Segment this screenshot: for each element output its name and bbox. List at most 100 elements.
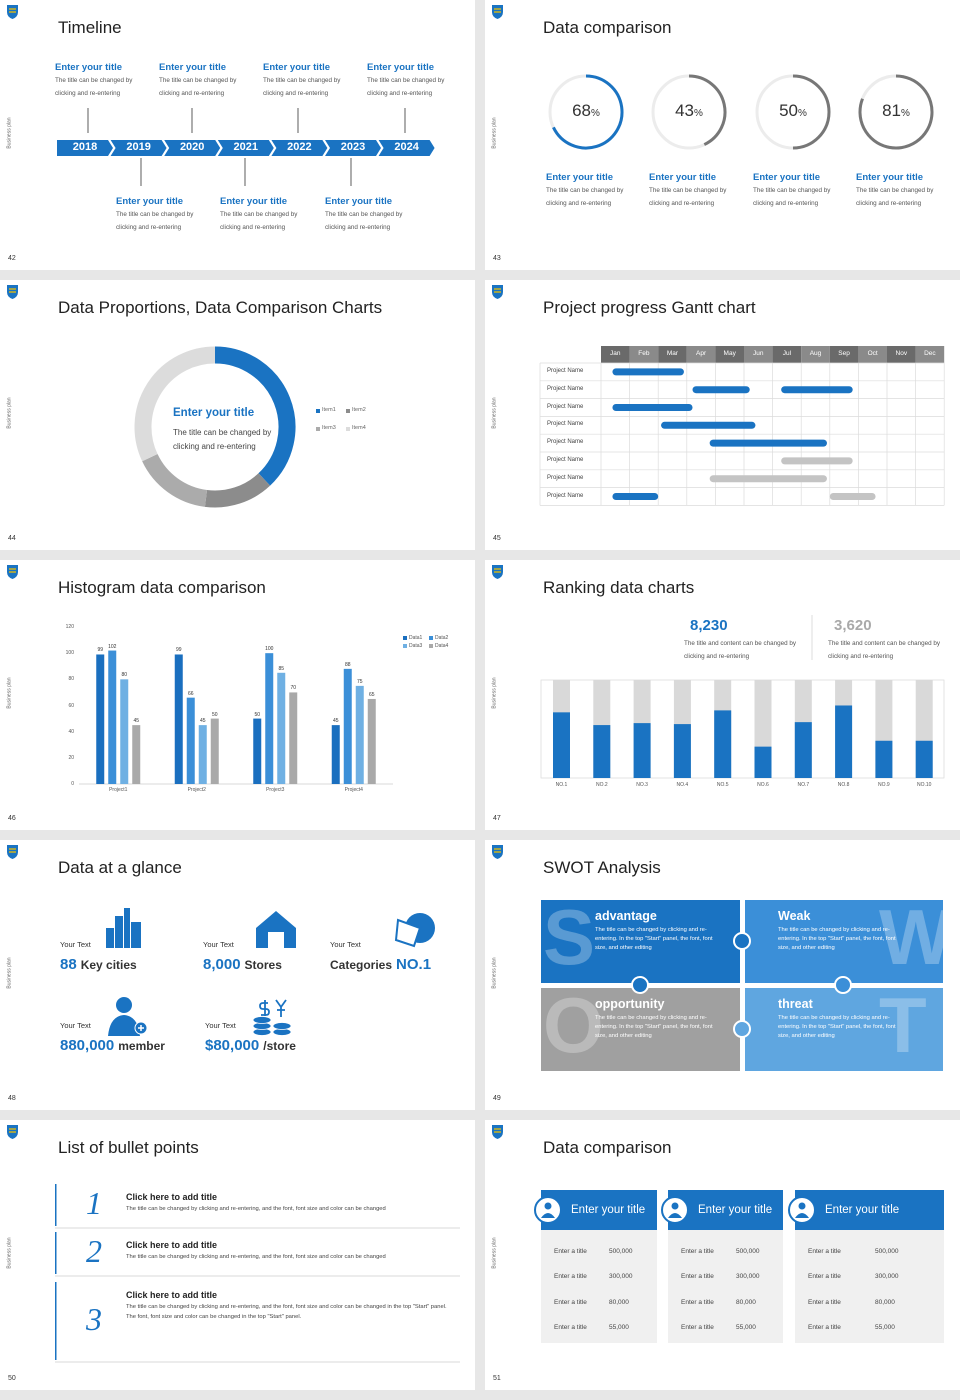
card-icon-head	[671, 1202, 679, 1210]
slide: Data Proportions, Data Comparison Charts…	[0, 280, 475, 550]
side-label: Business plan	[491, 957, 498, 989]
item-figure: 8,000 Stores	[203, 955, 282, 974]
row-value: 300,000	[736, 1273, 760, 1280]
figure-value: 8,000	[203, 956, 241, 973]
slide-number: 49	[493, 1095, 501, 1102]
legend-swatch	[346, 427, 350, 431]
side-label: Business plan	[6, 677, 13, 709]
icon-building	[131, 922, 141, 948]
slide-number: 46	[8, 815, 16, 822]
bar	[198, 725, 207, 784]
row-label: Enter a title	[554, 1324, 587, 1331]
card-icon-body	[795, 1213, 809, 1218]
side-label: Business plan	[491, 397, 498, 429]
bar-value-label: 45	[332, 718, 339, 725]
card-icon-body	[541, 1213, 555, 1218]
slide-title: Timeline	[58, 18, 122, 37]
swot-text: The title can be changed by clicking and…	[595, 1015, 713, 1039]
legend-swatch	[403, 636, 407, 640]
figure-value: $80,000	[205, 1037, 260, 1054]
month-label: May	[723, 350, 736, 357]
ring-arc	[688, 74, 727, 146]
bar-value-label: 100	[265, 646, 274, 653]
card-icon-body	[668, 1213, 682, 1218]
item-title: Enter your title	[325, 196, 393, 207]
x-tick-label: Project1	[109, 787, 128, 793]
row-label: Enter a title	[681, 1248, 714, 1255]
center-text: The title can be changed by clicking and…	[173, 428, 272, 451]
item-number: 3	[86, 1301, 102, 1337]
swot-letter: S	[543, 893, 596, 981]
slide: Project progress Gantt chart 45 Business p…	[485, 280, 960, 550]
icon-currency	[259, 999, 287, 1017]
slide-graphics	[492, 845, 943, 1071]
slide: Ranking data charts 47 Business plan 8,230 T…	[485, 560, 960, 830]
row-label: Project Name	[547, 385, 584, 392]
swot-title: threat	[778, 997, 813, 1011]
gantt-bar	[781, 457, 853, 465]
figure-value: 88	[60, 956, 77, 973]
month-label: Feb	[638, 350, 650, 357]
swot-text: The title can be changed by clicking and…	[778, 927, 896, 951]
x-tick-label: Project4	[344, 787, 363, 793]
card-icon	[661, 1196, 689, 1224]
ring-arc	[552, 74, 624, 150]
bar-value-label: 99	[175, 647, 182, 654]
y-tick-label: 40	[68, 728, 74, 735]
chart-frame	[540, 679, 945, 779]
logo-detail	[9, 8, 16, 13]
card-title: Enter your title	[698, 1204, 773, 1216]
ring-value: 43%	[649, 101, 729, 121]
ring-arc	[792, 74, 831, 150]
bar	[331, 725, 340, 784]
timeline-segment	[217, 140, 274, 156]
slide-title: Histogram data comparison	[58, 578, 266, 597]
card-icon	[788, 1196, 816, 1224]
donut-segment	[142, 453, 208, 507]
item-figure: Categories NO.1	[330, 955, 431, 974]
puzzle-knob	[733, 1020, 751, 1038]
slide-graphics	[7, 845, 435, 1036]
icon-plus-sign	[138, 1025, 144, 1031]
donut-segment	[134, 346, 216, 462]
item-text: The title can be changed by clicking and…	[753, 187, 831, 207]
row-value: 55,000	[736, 1324, 756, 1331]
slide-title: Data comparison	[543, 1138, 672, 1157]
icon-building	[124, 908, 130, 948]
month-label: Mar	[666, 350, 679, 357]
stat-text: The title and content can be changed by …	[684, 640, 797, 660]
slide-graphics	[492, 5, 934, 150]
slide-number: 44	[8, 535, 16, 542]
slide: Data at a glance 48 Business plan Your Text…	[0, 840, 475, 1110]
row-label: Enter a title	[554, 1299, 587, 1306]
value-number: 43	[675, 101, 694, 120]
row-label: Project Name	[547, 439, 584, 446]
item-text: The title can be changed by clicking and…	[159, 77, 237, 97]
year-label: 2019	[126, 141, 151, 153]
month-label: Oct	[867, 350, 878, 357]
card-header	[795, 1190, 944, 1230]
slide-title: Data at a glance	[58, 858, 182, 877]
item-text: The title can be changed by clicking and…	[263, 77, 341, 97]
bar	[120, 679, 129, 784]
row-label: Enter a title	[681, 1299, 714, 1306]
bar-value-label: 85	[278, 665, 285, 672]
legend-swatch	[429, 636, 433, 640]
y-tick-label: 60	[68, 702, 74, 709]
bar-value-label: 75	[356, 678, 363, 685]
x-tick-label: NO.2	[595, 782, 608, 788]
icon-store	[256, 911, 296, 948]
slide-title: Data comparison	[543, 18, 672, 37]
row-label: Enter a title	[681, 1324, 714, 1331]
item-text: The title can be changed by clicking and…	[55, 77, 133, 97]
item-number: 2	[86, 1233, 102, 1269]
slide-graphics	[492, 285, 945, 506]
icon-pie-slice	[394, 918, 422, 948]
item-text: The title can be changed by clicking and…	[367, 77, 445, 97]
bar	[835, 705, 853, 778]
bar	[343, 668, 352, 784]
x-tick-label: NO.9	[878, 782, 890, 788]
timeline-segment	[325, 140, 381, 156]
puzzle-knob	[631, 976, 649, 994]
item-title: Click here to add title	[126, 1240, 218, 1250]
